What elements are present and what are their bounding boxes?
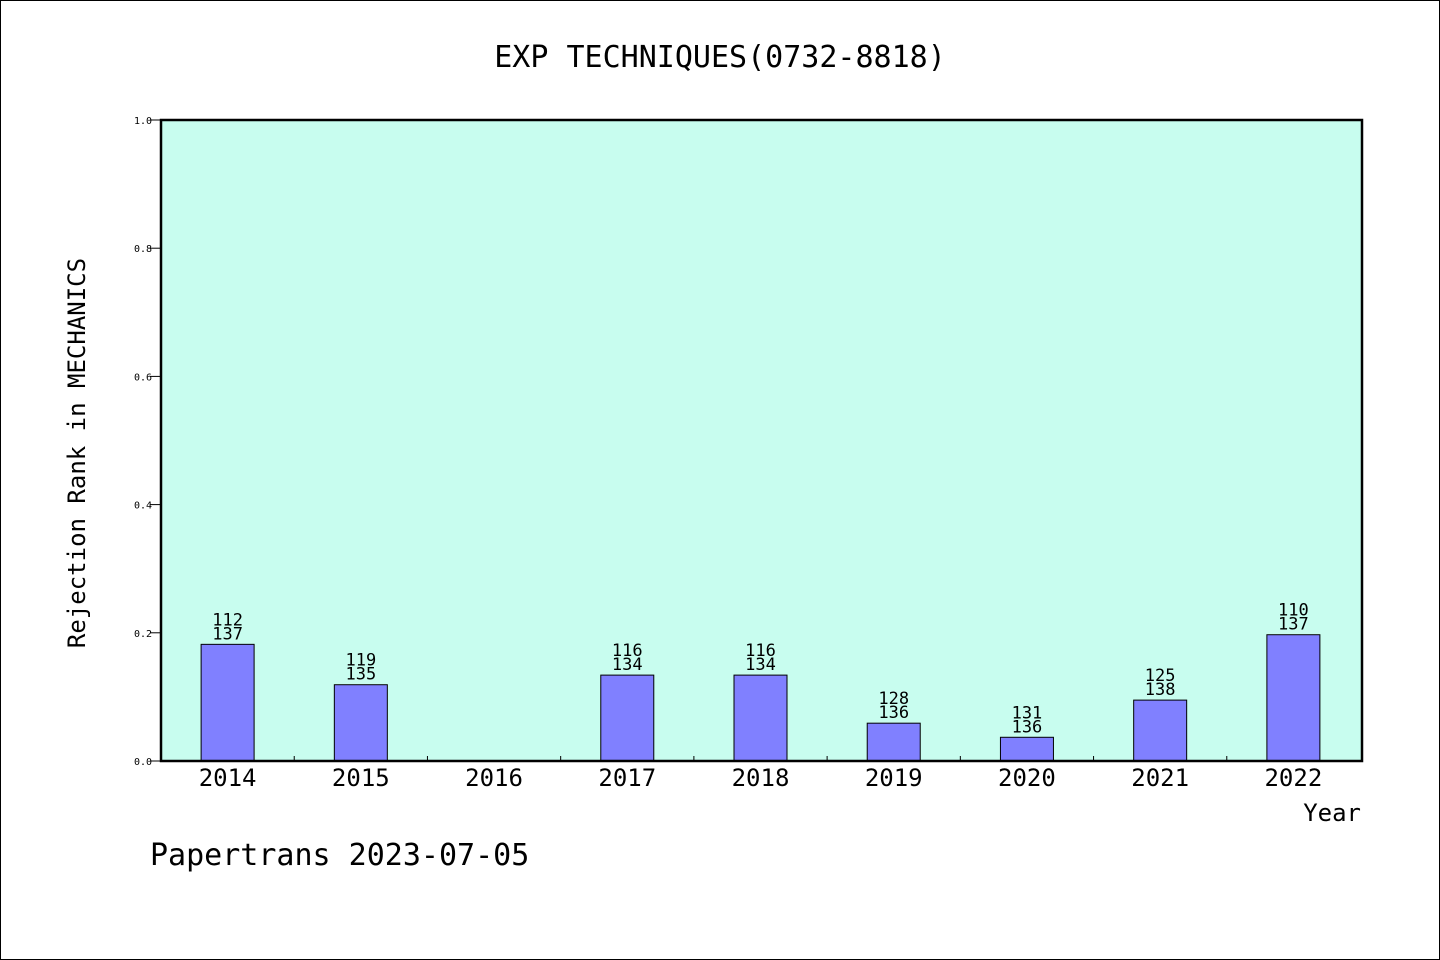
x-tick-label: 2015 xyxy=(332,764,390,792)
y-axis-label: Rejection Rank in MECHANICS xyxy=(63,258,91,648)
data-label-bottom: 136 xyxy=(1012,717,1043,737)
data-label-bottom: 137 xyxy=(212,624,243,644)
data-label-bottom: 138 xyxy=(1145,680,1176,700)
x-tick-label: 2017 xyxy=(598,764,656,792)
plot-area xyxy=(161,120,1362,761)
bar-2018 xyxy=(733,674,788,762)
y-tick-label: 0.4 xyxy=(134,501,152,512)
data-label-top: 119 xyxy=(345,651,376,671)
x-tick-label: 2014 xyxy=(199,764,257,792)
x-tick-label: 2020 xyxy=(998,764,1056,792)
data-label-bottom: 137 xyxy=(1278,615,1309,635)
bar-2022 xyxy=(1266,634,1321,762)
x-tick-label: 2021 xyxy=(1131,764,1189,792)
x-tick-label: 2022 xyxy=(1264,764,1322,792)
data-label-top: 112 xyxy=(212,610,243,630)
data-label-top: 116 xyxy=(612,641,643,661)
data-label-top: 125 xyxy=(1145,666,1176,686)
data-label-top: 116 xyxy=(745,641,776,661)
x-tick-label: 2016 xyxy=(465,764,523,792)
data-label-top: 128 xyxy=(878,689,909,709)
y-tick-label: 0.8 xyxy=(134,244,152,255)
y-tick-label: 1.0 xyxy=(134,116,152,127)
x-tick-label: 2018 xyxy=(732,764,790,792)
data-label-bottom: 136 xyxy=(878,703,909,723)
y-tick-label: 0.0 xyxy=(134,757,152,768)
bar-2014 xyxy=(200,643,255,762)
bar-2017 xyxy=(600,674,655,762)
data-label-bottom: 134 xyxy=(745,655,776,675)
bar-2019 xyxy=(866,722,921,762)
data-label-top: 110 xyxy=(1278,601,1309,621)
y-tick-label: 0.2 xyxy=(134,629,152,640)
chart-title: EXP TECHNIQUES(0732-8818) xyxy=(494,40,946,75)
bar-2015 xyxy=(333,684,388,762)
bar-2020 xyxy=(999,736,1054,762)
x-tick-label: 2019 xyxy=(865,764,923,792)
bar-2021 xyxy=(1133,699,1188,762)
y-tick-label: 0.6 xyxy=(134,372,152,383)
bars-group xyxy=(200,634,1321,762)
data-label-top: 131 xyxy=(1012,703,1043,723)
footer-text: Papertrans 2023-07-05 xyxy=(150,838,529,873)
data-label-bottom: 135 xyxy=(345,665,376,685)
data-label-bottom: 134 xyxy=(612,655,643,675)
plot-border xyxy=(159,118,1364,763)
x-axis-label: Year xyxy=(1303,799,1361,827)
ticks-group: 0.0 0.2 0.4 0.6 0.8 1.0 2014 2015 2016 2017 2018 20… xyxy=(134,116,1322,792)
